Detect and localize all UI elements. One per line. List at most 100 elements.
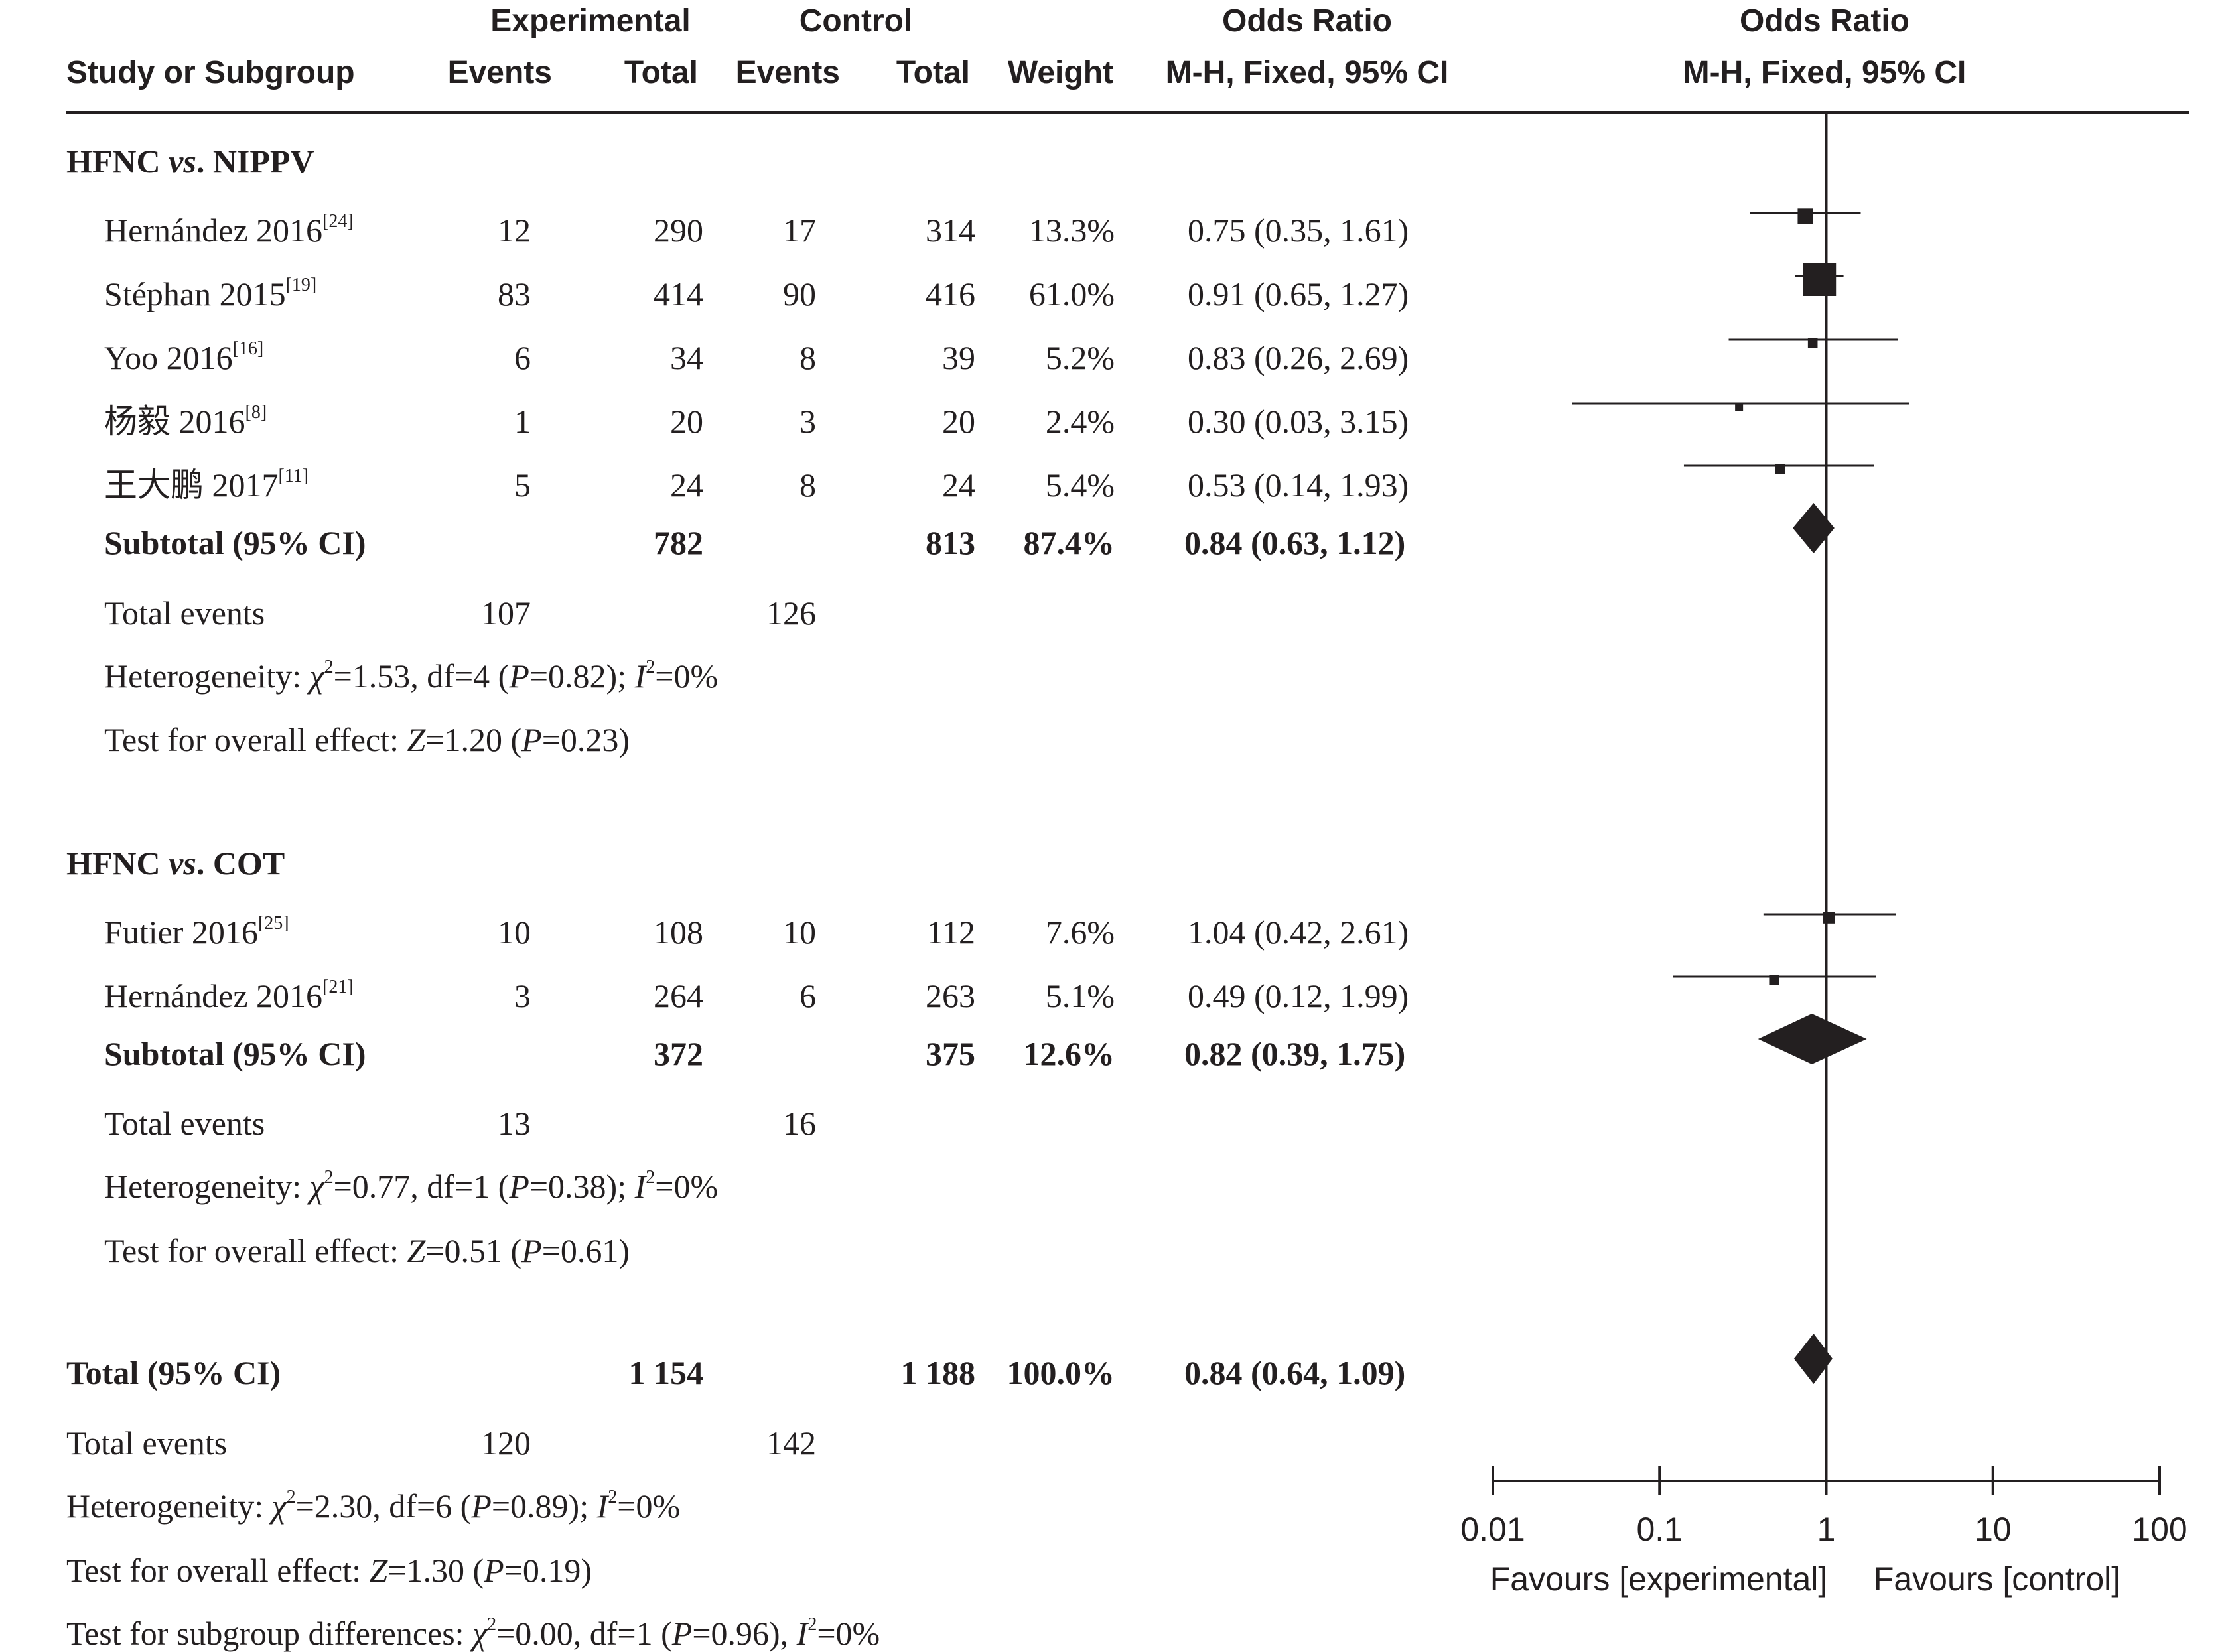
weight: 5.4%	[1045, 466, 1115, 504]
study-name: Stéphan 2015[19]	[104, 275, 317, 312]
total-odds-ratio: 0.84 (0.64, 1.09)	[1184, 1354, 1406, 1391]
ctl-total: 314	[926, 212, 975, 249]
total-events-ctl: 16	[783, 1105, 816, 1142]
total-events-exp: 107	[481, 594, 531, 632]
odds-ratio: 0.83 (0.26, 2.69)	[1188, 339, 1409, 376]
study-name: Futier 2016[25]	[104, 913, 289, 951]
exp-total: 264	[654, 977, 703, 1014]
odds-ratio: 0.75 (0.35, 1.61)	[1188, 212, 1409, 249]
col-ctl-total: Total	[896, 55, 970, 90]
header-odds-ratio-left: Odds Ratio	[1221, 3, 1392, 38]
exp-total: 290	[654, 212, 703, 249]
total-events-ctl: 142	[766, 1424, 816, 1462]
study-marker	[1775, 464, 1785, 474]
col-exp-events: Events	[447, 55, 552, 90]
ctl-total: 24	[942, 466, 975, 504]
exp-events: 10	[498, 914, 531, 951]
total-events-label: Total events	[104, 1105, 265, 1142]
ctl-total: 416	[926, 275, 975, 312]
odds-ratio: 0.49 (0.12, 1.99)	[1188, 977, 1409, 1014]
ctl-events: 10	[783, 914, 816, 951]
favours-experimental-label: Favours [experimental]	[1490, 1560, 1828, 1598]
heterogeneity-text: Heterogeneity: χ2=1.53, df=4 (P=0.82); I…	[104, 657, 719, 695]
summary-diamond	[1758, 1014, 1867, 1064]
heterogeneity-text: Heterogeneity: χ2=2.30, df=6 (P=0.89); I…	[66, 1487, 681, 1525]
ctl-events: 8	[799, 339, 816, 376]
odds-ratio: 0.91 (0.65, 1.27)	[1188, 275, 1409, 312]
subtotal-ctl-total: 375	[926, 1035, 975, 1072]
overall-effect-text: Test for overall effect: Z=1.30 (P=0.19)	[66, 1552, 592, 1589]
col-exp-total: Total	[624, 55, 698, 90]
x-tick-label: 100	[2132, 1511, 2187, 1548]
header-rule	[66, 111, 2189, 114]
study-name: Hernández 2016[24]	[104, 211, 354, 249]
favours-control-label: Favours [control]	[1873, 1560, 2121, 1598]
exp-events: 3	[514, 977, 531, 1014]
ctl-total: 263	[926, 977, 975, 1014]
exp-total: 414	[654, 275, 703, 312]
summary-diamond	[1793, 1334, 1833, 1384]
weight: 5.2%	[1045, 339, 1115, 376]
subtotal-ctl-total: 813	[926, 524, 975, 561]
study-marker	[1797, 208, 1813, 224]
total-weight: 100.0%	[1006, 1354, 1115, 1391]
ctl-events: 17	[783, 212, 816, 249]
x-tick-label: 10	[1975, 1511, 2012, 1548]
total-exp-total: 1 154	[628, 1354, 704, 1391]
ctl-events: 90	[783, 275, 816, 312]
subtotal-odds-ratio: 0.82 (0.39, 1.75)	[1184, 1035, 1406, 1072]
odds-ratio: 0.30 (0.03, 3.15)	[1188, 403, 1409, 440]
x-tick-label: 0.01	[1460, 1511, 1525, 1548]
total-events-exp: 13	[498, 1105, 531, 1142]
weight: 5.1%	[1045, 977, 1115, 1014]
exp-events: 12	[498, 212, 531, 249]
col-or-method-right: M-H, Fixed, 95% CI	[1683, 55, 1967, 90]
subtotal-label: Subtotal (95% CI)	[104, 524, 366, 561]
x-tick-label: 0.1	[1636, 1511, 1683, 1548]
total-events-label: Total events	[104, 594, 265, 632]
total-ctl-total: 1 188	[900, 1354, 976, 1391]
subgroup-title: HFNC vs. NIPPV	[66, 143, 314, 180]
col-ctl-events: Events	[735, 55, 840, 90]
odds-ratio: 1.04 (0.42, 2.61)	[1188, 914, 1409, 951]
ctl-events: 8	[799, 466, 816, 504]
study-marker	[1807, 338, 1818, 348]
summary-diamond	[1793, 503, 1835, 553]
header-experimental: Experimental	[490, 3, 691, 38]
ctl-total: 39	[942, 339, 975, 376]
ctl-total: 112	[926, 914, 975, 951]
exp-total: 24	[670, 466, 703, 504]
exp-events: 1	[514, 403, 531, 440]
total-events-ctl: 126	[766, 594, 816, 632]
study-marker	[1823, 912, 1835, 924]
weight: 2.4%	[1045, 403, 1115, 440]
subtotal-weight: 87.4%	[1023, 524, 1115, 561]
ctl-total: 20	[942, 403, 975, 440]
total-events-label: Total events	[66, 1424, 228, 1462]
header-control: Control	[799, 3, 913, 38]
subtotal-exp-total: 372	[654, 1035, 703, 1072]
exp-events: 6	[514, 339, 531, 376]
overall-effect-text: Test for overall effect: Z=1.20 (P=0.23)	[104, 721, 630, 758]
subtotal-weight: 12.6%	[1023, 1035, 1115, 1072]
subtotal-exp-total: 782	[654, 524, 703, 561]
weight: 61.0%	[1028, 275, 1115, 312]
study-marker	[1735, 403, 1744, 411]
ctl-events: 6	[799, 977, 816, 1014]
study-name: Hernández 2016[21]	[104, 977, 354, 1014]
total-events-exp: 120	[481, 1424, 531, 1462]
subtotal-label: Subtotal (95% CI)	[104, 1035, 366, 1072]
odds-ratio: 0.53 (0.14, 1.93)	[1188, 466, 1409, 504]
overall-effect-text: Test for overall effect: Z=0.51 (P=0.61)	[104, 1232, 630, 1269]
study-marker	[1769, 975, 1779, 985]
exp-events: 83	[498, 275, 531, 312]
header-odds-ratio-right: Odds Ratio	[1739, 3, 1909, 38]
heterogeneity-text: Heterogeneity: χ2=0.77, df=1 (P=0.38); I…	[104, 1167, 719, 1205]
study-name: 王大鹏 2017[11]	[104, 466, 309, 504]
col-weight: Weight	[1007, 55, 1113, 90]
total-label: Total (95% CI)	[66, 1354, 281, 1391]
study-name: Yoo 2016[16]	[104, 338, 264, 376]
exp-total: 20	[670, 403, 703, 440]
subgroup-title: HFNC vs. COT	[66, 845, 285, 882]
